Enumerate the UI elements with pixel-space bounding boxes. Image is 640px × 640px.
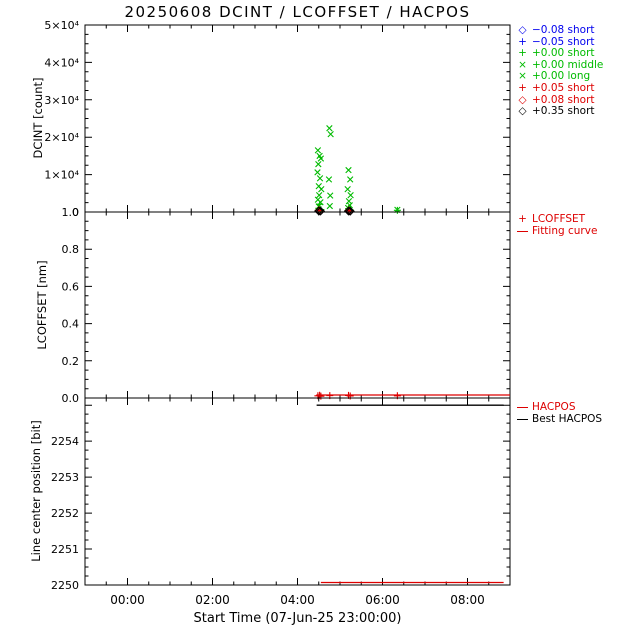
legend-label: +0.08 short	[532, 93, 595, 106]
legend-item-Fitting-curve: Fitting curve	[517, 224, 598, 237]
y-tick-label: 1.0	[62, 206, 80, 219]
y-tick-label: 4×10⁴	[44, 56, 79, 69]
series-+0.00-long	[325, 125, 401, 213]
legend-label: Fitting curve	[532, 224, 598, 237]
y-tick-label: 0.8	[62, 243, 80, 256]
legend-label: −0.08 short	[532, 24, 595, 36]
y-tick-label: 0	[72, 206, 79, 219]
legend-item-+0.00-short: + +0.00 short	[517, 47, 595, 60]
y-tick-label: 0.0	[62, 392, 80, 405]
legend-item-−0.05-short: + −0.05 short	[517, 35, 595, 48]
y-tick-label: 3×10⁴	[44, 94, 79, 107]
legend-marker-diamond-icon: ◇	[518, 24, 527, 36]
y-tick-label: 2×10⁴	[44, 131, 79, 144]
y-tick-label: 1×10⁴	[44, 169, 79, 182]
x-tick-label: 04:00	[280, 593, 315, 607]
series-+0.00-middle	[314, 147, 354, 212]
legend-marker-diamond-icon: ◇	[518, 93, 527, 106]
y-tick-label: 2253	[51, 471, 79, 484]
legend-item-−0.08-short: ◇ −0.08 short	[517, 24, 595, 36]
legend-label: HACPOS	[532, 401, 576, 413]
legend-label: −0.05 short	[532, 35, 595, 48]
legend-label: Best HACPOS	[532, 412, 603, 425]
legend-label: LCOFFSET	[532, 213, 586, 225]
legend-marker-diamond-icon: ◇	[518, 105, 527, 118]
legend-label: +0.05 short	[532, 82, 595, 94]
y-tick-label: 0.2	[62, 355, 80, 368]
legend-label: +0.00 middle	[532, 58, 604, 71]
y-tick-label: 0.6	[62, 280, 80, 293]
legend-item-+0.35-short: ◇ +0.35 short	[517, 105, 595, 118]
panel-frame-DCINT	[84, 24, 511, 213]
x-tick-label: 08:00	[450, 593, 485, 607]
y-tick-label: 0.4	[62, 318, 80, 331]
legend-item-HACPOS: HACPOS	[517, 402, 576, 413]
axis-ticks-LCOFFSET	[85, 211, 510, 399]
y-tick-label: 2250	[51, 579, 79, 592]
legend-item-+0.00-long: × +0.00 long	[517, 71, 590, 82]
legend-item-LCOFFSET: + LCOFFSET	[517, 214, 585, 225]
legend-label: +0.35 short	[532, 105, 595, 118]
legend-marker-plus-icon: +	[518, 82, 527, 94]
legend-marker-plus-icon: +	[518, 213, 527, 225]
legend-line-swatch	[517, 418, 528, 420]
panel-frame-HACPOS	[84, 397, 511, 586]
y-tick-label: 5×10⁴	[44, 19, 79, 32]
x-axis-label: Start Time (07-Jun-25 23:00:00)	[193, 611, 402, 626]
legend-marker-x-icon: ×	[518, 70, 527, 83]
legend-label: +0.00 short	[532, 47, 595, 60]
x-tick-label: 06:00	[365, 593, 400, 607]
legend-item-Best-HACPOS: Best HACPOS	[517, 412, 603, 425]
x-tick-label: 02:00	[195, 593, 230, 607]
y-tick-label: 2254	[51, 435, 79, 448]
legend-item-+0.00-middle: × +0.00 middle	[517, 58, 604, 71]
axis-ticks-DCINT	[85, 24, 510, 213]
y-tick-label: 2252	[51, 507, 79, 520]
legend-item-+0.05-short: + +0.05 short	[517, 82, 595, 94]
legend-marker-plus-icon: +	[518, 35, 527, 48]
legend-line-swatch	[517, 407, 528, 408]
legend-item-+0.08-short: ◇ +0.08 short	[517, 93, 595, 106]
legend-line-swatch	[517, 230, 528, 232]
x-tick-label: 00:00	[110, 593, 145, 607]
panel-frame-LCOFFSET	[84, 211, 511, 399]
legend-label: +0.00 long	[532, 70, 591, 83]
legend-marker-x-icon: ×	[518, 58, 527, 71]
y-tick-label: 2251	[51, 543, 79, 556]
chart-title: 20250608 DCINT / LCOFFSET / HACPOS	[124, 3, 471, 21]
legend-marker-plus-icon: +	[518, 47, 527, 60]
axis-ticks-HACPOS	[85, 398, 510, 586]
